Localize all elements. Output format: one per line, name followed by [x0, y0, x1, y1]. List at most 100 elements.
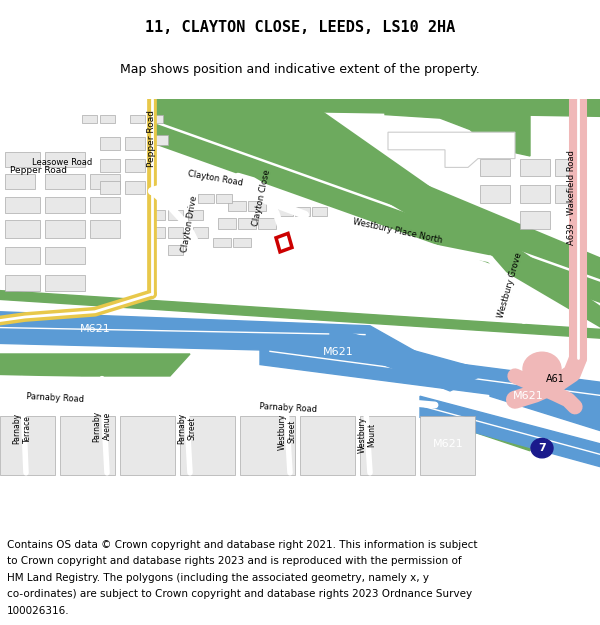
Polygon shape: [155, 123, 600, 303]
Bar: [45, 151, 85, 168]
Text: M621: M621: [512, 391, 544, 401]
Text: A639 - Wakefield Road: A639 - Wakefield Road: [568, 150, 577, 245]
Polygon shape: [260, 338, 600, 409]
Text: Pepper Road: Pepper Road: [148, 110, 157, 167]
Polygon shape: [0, 354, 190, 376]
Bar: [480, 159, 510, 176]
Bar: [248, 201, 266, 211]
Bar: [216, 194, 232, 202]
Text: Contains OS data © Crown copyright and database right 2021. This information is : Contains OS data © Crown copyright and d…: [7, 539, 478, 549]
Bar: [45, 275, 85, 291]
Text: 11, CLAYTON CLOSE, LEEDS, LS10 2HA: 11, CLAYTON CLOSE, LEEDS, LS10 2HA: [145, 21, 455, 36]
Text: Leasowe Road: Leasowe Road: [32, 158, 92, 167]
Bar: [5, 275, 40, 291]
Text: Clayton Road: Clayton Road: [187, 169, 243, 187]
Bar: [125, 159, 145, 172]
Bar: [520, 211, 550, 229]
Circle shape: [523, 352, 561, 386]
Bar: [168, 209, 183, 220]
Bar: [168, 228, 183, 238]
Text: Westbury Grove: Westbury Grove: [496, 251, 524, 319]
Bar: [213, 238, 231, 247]
Bar: [5, 151, 40, 168]
Bar: [90, 220, 120, 238]
Bar: [45, 220, 85, 238]
Bar: [555, 185, 585, 202]
Text: co-ordinates) are subject to Crown copyright and database rights 2023 Ordnance S: co-ordinates) are subject to Crown copyr…: [7, 589, 472, 599]
Polygon shape: [245, 99, 600, 328]
Bar: [148, 114, 163, 123]
Bar: [218, 219, 236, 229]
Bar: [0, 416, 55, 476]
Text: Parnaby Road: Parnaby Road: [259, 402, 317, 414]
Bar: [5, 174, 35, 189]
Bar: [5, 247, 40, 264]
Text: M621: M621: [80, 324, 110, 334]
Bar: [82, 114, 97, 123]
Text: Clayton Close: Clayton Close: [251, 168, 272, 226]
Bar: [198, 194, 214, 202]
Bar: [520, 159, 550, 176]
Circle shape: [531, 439, 553, 458]
Polygon shape: [388, 132, 515, 168]
Polygon shape: [155, 99, 600, 279]
Polygon shape: [385, 99, 530, 156]
Bar: [60, 416, 115, 476]
Bar: [90, 174, 120, 189]
Text: M621: M621: [433, 439, 463, 449]
Bar: [312, 207, 327, 216]
Bar: [188, 209, 203, 220]
Polygon shape: [420, 396, 600, 467]
Text: A61: A61: [545, 374, 565, 384]
Bar: [258, 219, 276, 229]
Text: Westbury Place North: Westbury Place North: [352, 217, 443, 244]
Bar: [45, 198, 85, 213]
Bar: [90, 198, 120, 213]
Bar: [130, 114, 145, 123]
Text: Clayton Drive: Clayton Drive: [181, 195, 199, 252]
Bar: [180, 416, 235, 476]
Bar: [153, 209, 165, 220]
Bar: [238, 219, 256, 229]
Text: Westbury
Street: Westbury Street: [277, 413, 296, 449]
Bar: [278, 207, 293, 216]
Polygon shape: [155, 99, 600, 116]
Bar: [148, 135, 168, 146]
Polygon shape: [0, 291, 600, 338]
Text: to Crown copyright and database rights 2023 and is reproduced with the permissio: to Crown copyright and database rights 2…: [7, 556, 462, 566]
Bar: [193, 228, 208, 238]
Bar: [100, 138, 120, 150]
Bar: [125, 181, 145, 194]
Text: 100026316.: 100026316.: [7, 606, 70, 616]
Bar: [555, 159, 585, 176]
Text: HM Land Registry. The polygons (including the associated geometry, namely x, y: HM Land Registry. The polygons (includin…: [7, 572, 429, 582]
Bar: [240, 416, 295, 476]
Bar: [420, 416, 475, 476]
Bar: [5, 220, 40, 238]
Text: 7: 7: [538, 443, 546, 453]
Bar: [233, 238, 251, 247]
Text: Parnaby
Avenue: Parnaby Avenue: [92, 411, 112, 442]
Polygon shape: [490, 373, 600, 431]
Bar: [125, 138, 145, 150]
Bar: [100, 181, 120, 194]
Text: Parnaby Road: Parnaby Road: [26, 392, 84, 404]
Bar: [5, 198, 40, 213]
Bar: [228, 201, 246, 211]
Text: Pepper Road: Pepper Road: [10, 166, 67, 176]
Bar: [100, 159, 120, 172]
Bar: [480, 185, 510, 202]
Bar: [100, 114, 115, 123]
Bar: [45, 174, 85, 189]
Bar: [168, 245, 183, 256]
Bar: [295, 207, 310, 216]
Polygon shape: [0, 312, 420, 354]
Bar: [520, 185, 550, 202]
Bar: [153, 228, 165, 238]
Polygon shape: [330, 328, 490, 391]
Text: Parnaby
Street: Parnaby Street: [178, 413, 197, 444]
Polygon shape: [430, 407, 530, 451]
Bar: [120, 416, 175, 476]
Text: Parnaby
Terrace: Parnaby Terrace: [12, 413, 32, 444]
Text: Map shows position and indicative extent of the property.: Map shows position and indicative extent…: [120, 64, 480, 76]
